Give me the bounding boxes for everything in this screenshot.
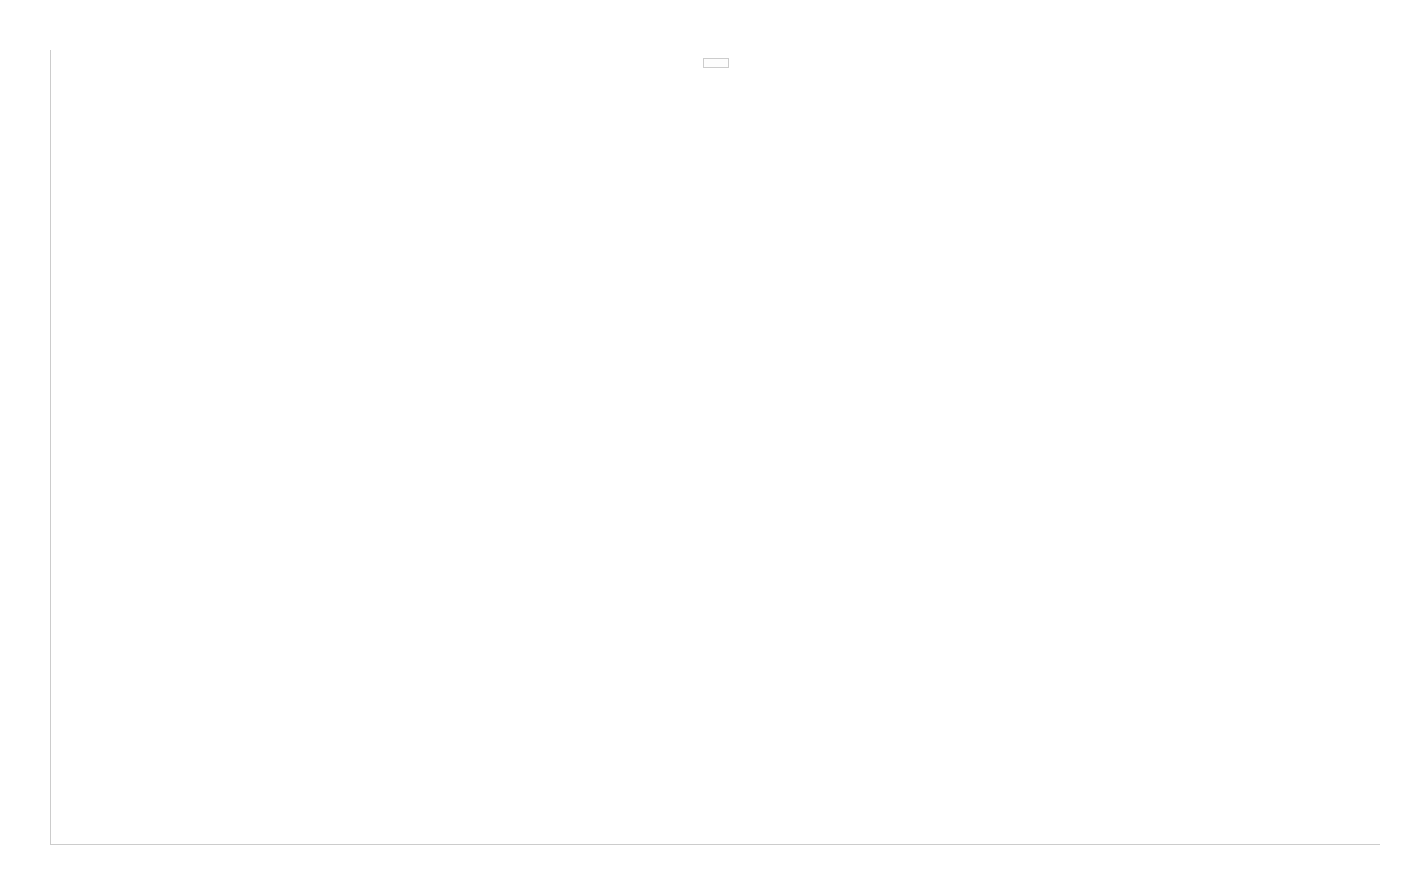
chart-area xyxy=(50,50,1380,845)
plot-area xyxy=(51,50,1380,844)
trend-lines xyxy=(51,50,1380,844)
stats-legend xyxy=(703,58,729,68)
